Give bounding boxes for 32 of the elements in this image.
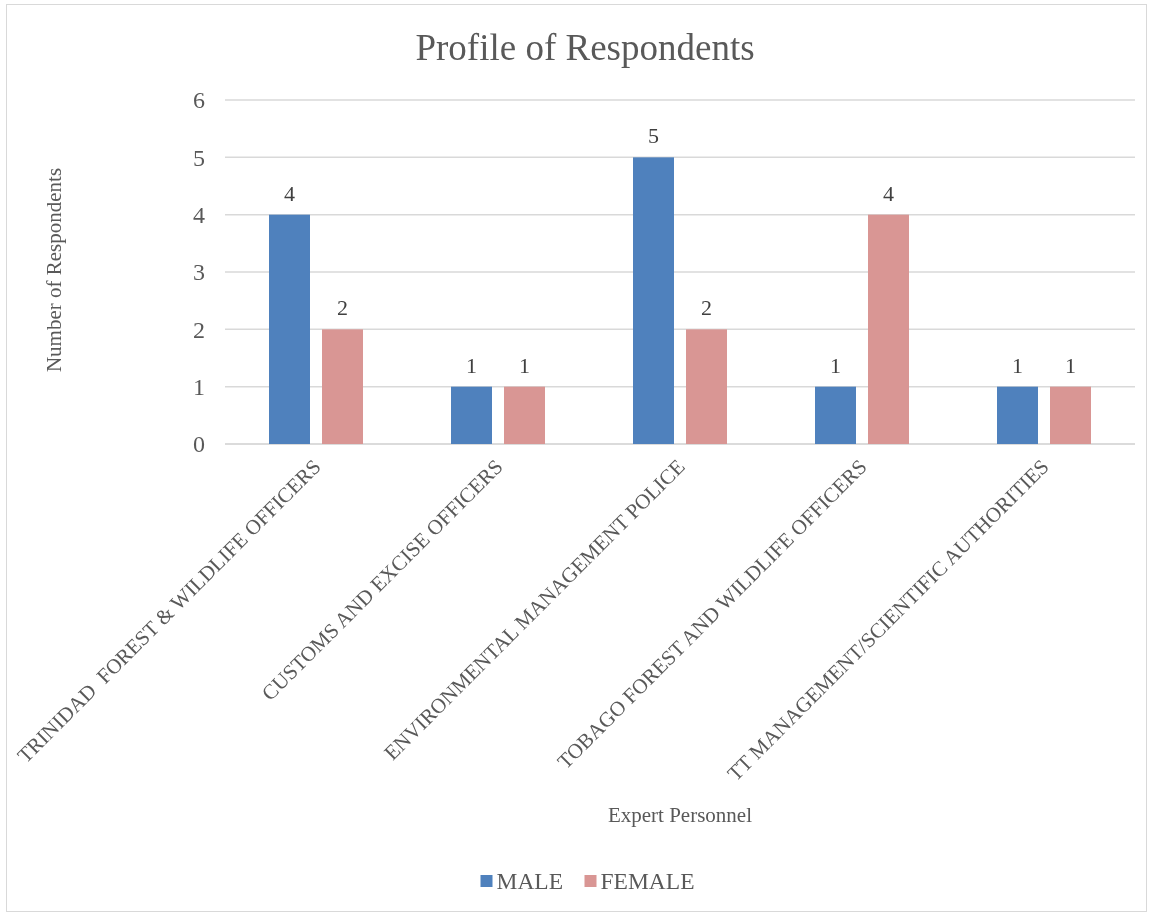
data-label: 1: [519, 352, 530, 378]
bar: [815, 386, 856, 444]
legend-label: MALE: [496, 868, 564, 895]
legend-label: FEMALE: [600, 868, 695, 895]
data-label: 4: [284, 180, 295, 206]
data-label: 1: [830, 352, 841, 378]
y-tick-label: 1: [193, 374, 205, 401]
bar: [1050, 386, 1091, 444]
x-axis-title: Expert Personnel: [607, 803, 753, 827]
chart-title: Profile of Respondents: [415, 27, 755, 68]
data-label: 2: [337, 295, 348, 321]
data-label: 5: [648, 123, 659, 149]
bar: [868, 214, 909, 444]
y-tick-label: 6: [193, 87, 205, 114]
bar: [269, 214, 310, 444]
y-tick-label: 5: [193, 144, 205, 171]
data-label: 4: [883, 180, 894, 206]
y-tick-label: 2: [193, 316, 205, 343]
data-label: 2: [701, 295, 712, 321]
data-label: 1: [466, 352, 477, 378]
bar: [504, 386, 545, 444]
bar: [633, 157, 674, 444]
bar: [997, 386, 1038, 444]
y-axis-title: Number of Respondents: [42, 167, 66, 373]
y-tick-label: 3: [193, 259, 205, 286]
data-label: 1: [1065, 352, 1076, 378]
y-tick-label: 0: [193, 431, 205, 458]
data-label: 1: [1012, 352, 1023, 378]
bar: [322, 329, 363, 444]
bar: [451, 386, 492, 444]
bar: [686, 329, 727, 444]
y-tick-label: 4: [193, 202, 205, 229]
